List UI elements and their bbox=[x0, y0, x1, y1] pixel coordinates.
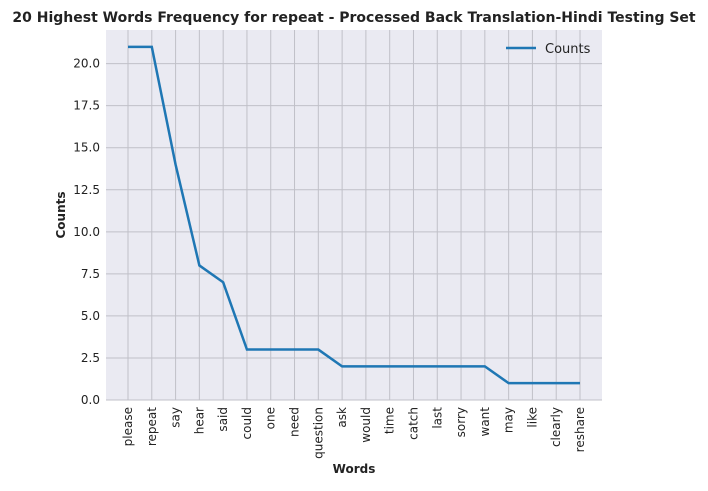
x-tick-label: please bbox=[121, 407, 135, 446]
legend-label-counts: Counts bbox=[545, 42, 591, 57]
x-tick-label: repeat bbox=[145, 407, 159, 446]
x-tick-label: question bbox=[311, 407, 325, 459]
x-tick-label: catch bbox=[406, 407, 420, 440]
x-tick-label: ask bbox=[335, 407, 349, 428]
y-axis-ticks: 0.0 2.5 5.0 7.5 10.0 12.5 15.0 17.5 20.0 bbox=[73, 57, 100, 407]
x-tick-label: last bbox=[430, 407, 444, 429]
y-tick-label: 5.0 bbox=[81, 309, 100, 323]
x-tick-label: could bbox=[240, 407, 254, 440]
x-tick-label: may bbox=[502, 407, 516, 433]
x-tick-label: want bbox=[478, 407, 492, 437]
plot-area bbox=[106, 30, 602, 400]
x-tick-label: reshare bbox=[573, 407, 587, 452]
y-tick-label: 10.0 bbox=[73, 225, 100, 239]
y-tick-label: 7.5 bbox=[81, 267, 100, 281]
y-tick-label: 17.5 bbox=[73, 99, 100, 113]
chart-title: 20 Highest Words Frequency for repeat - … bbox=[12, 10, 696, 26]
y-tick-label: 0.0 bbox=[81, 393, 100, 407]
x-tick-label: need bbox=[288, 407, 302, 437]
x-tick-label: would bbox=[359, 407, 373, 443]
x-tick-label: sorry bbox=[454, 407, 468, 437]
x-axis-label: Words bbox=[333, 462, 376, 476]
y-tick-label: 2.5 bbox=[81, 351, 100, 365]
y-tick-label: 15.0 bbox=[73, 141, 100, 155]
y-tick-label: 12.5 bbox=[73, 183, 100, 197]
x-tick-label: like bbox=[525, 407, 539, 428]
x-tick-label: hear bbox=[192, 407, 206, 434]
y-axis-label: Counts bbox=[54, 191, 68, 238]
x-tick-label: clearly bbox=[549, 407, 563, 447]
x-tick-label: time bbox=[383, 407, 397, 434]
x-tick-label: say bbox=[169, 407, 183, 428]
x-tick-label: one bbox=[264, 407, 278, 429]
y-tick-label: 20.0 bbox=[73, 57, 100, 71]
x-tick-label: said bbox=[216, 407, 230, 432]
